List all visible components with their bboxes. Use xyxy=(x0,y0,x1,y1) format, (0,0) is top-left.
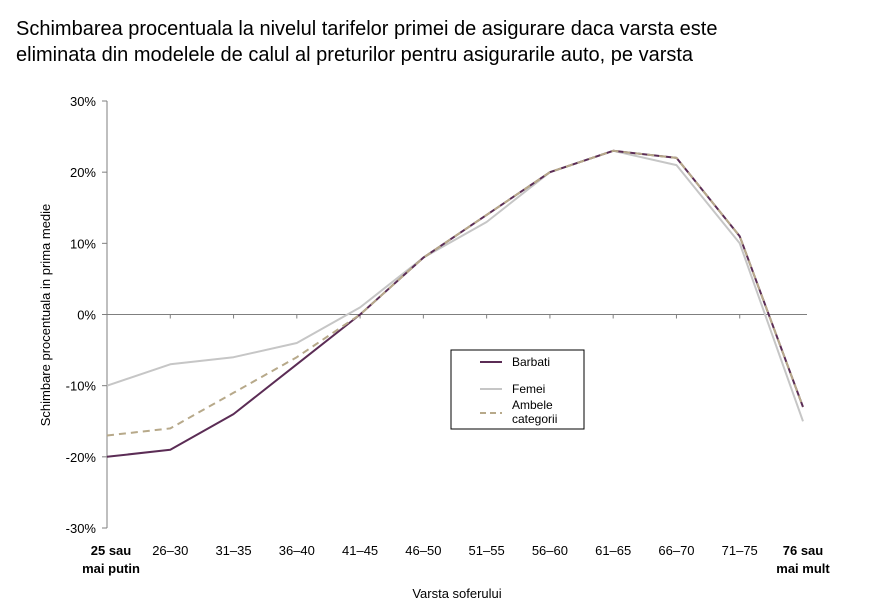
series-line-ambele-categorii xyxy=(106,149,804,437)
y-axis-ticks: 30% 20% 10% 0% -10% -20% -30% xyxy=(66,94,107,536)
x-tick-label: 76 sau mai mult xyxy=(776,543,830,576)
x-tick-label: 26–30 xyxy=(152,543,188,558)
y-tick-label: -10% xyxy=(66,379,97,394)
legend-box xyxy=(450,349,585,430)
series-group xyxy=(106,149,804,458)
x-tick-label: 36–40 xyxy=(279,543,315,558)
y-tick-label: 30% xyxy=(70,94,96,109)
legend-label: Femei xyxy=(512,382,545,396)
y-tick-label: 0% xyxy=(77,308,96,323)
legend-label: Barbati xyxy=(512,355,550,369)
legend: Barbati Femei Ambele categorii xyxy=(450,349,585,430)
axes xyxy=(106,101,807,528)
y-axis-label: Schimbare procentuala in prima medie xyxy=(38,204,53,427)
chart-title-line-1: Schimbarea procentuala la nivelul tarife… xyxy=(16,18,718,40)
x-tick-label: 71–75 xyxy=(722,543,758,558)
y-tick-label: 20% xyxy=(70,165,96,180)
y-tick-label: 10% xyxy=(70,236,96,251)
x-tick-label: 46–50 xyxy=(405,543,441,558)
series-line-femei xyxy=(106,149,804,422)
x-tick-label: 66–70 xyxy=(658,543,694,558)
y-tick-label: -30% xyxy=(66,521,97,536)
x-tick-label: 31–35 xyxy=(215,543,251,558)
x-tick-label: 25 sau mai putin xyxy=(82,543,140,576)
x-tick-label: 56–60 xyxy=(532,543,568,558)
chart-title-line-2: eliminata din modelele de calul al pretu… xyxy=(16,44,694,66)
x-axis-ticks: 25 sau mai putin 26–30 31–35 36–40 41–45 46–50… xyxy=(82,543,830,576)
x-tick-label: 51–55 xyxy=(469,543,505,558)
x-tick-label: 41–45 xyxy=(342,543,378,558)
y-tick-label: -20% xyxy=(66,450,97,465)
x-tick-label: 61–65 xyxy=(595,543,631,558)
x-axis-label: Varsta soferului xyxy=(412,586,501,601)
chart-title: Schimbarea procentuala la nivelul tarife… xyxy=(16,16,866,68)
legend-label: Ambele categorii xyxy=(512,398,557,426)
